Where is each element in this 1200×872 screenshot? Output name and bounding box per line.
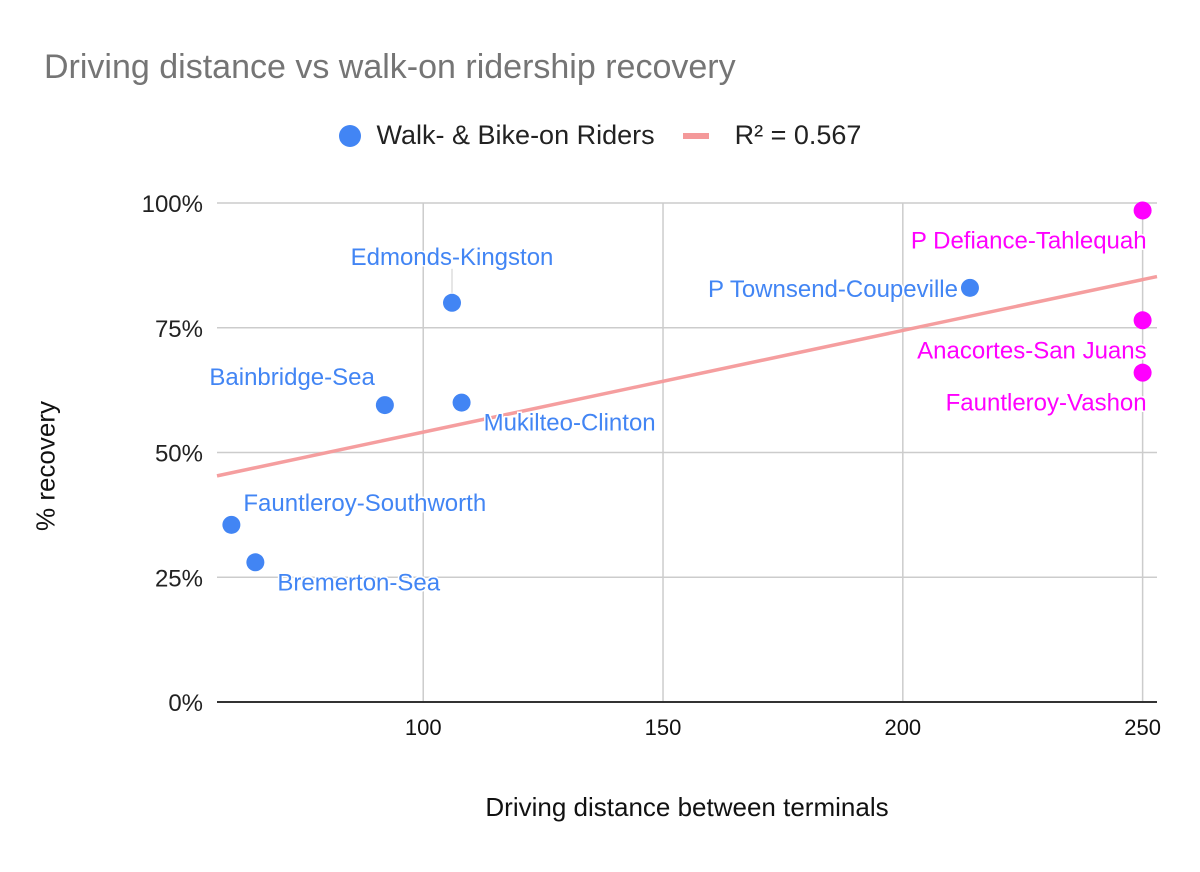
data-label: Fauntleroy-Vashon (946, 390, 1147, 417)
data-label: P Townsend-Coupeville (708, 276, 958, 303)
legend-dot-icon (338, 124, 361, 147)
chart-title: Driving distance vs walk-on ridership re… (44, 48, 736, 86)
data-label: Mukilteo-Clinton (484, 410, 656, 437)
data-point (443, 293, 461, 312)
data-label: Bainbridge-Sea (209, 364, 375, 391)
y-tick-label: 25% (155, 565, 203, 592)
y-tick-label: 100% (142, 191, 203, 218)
data-point (960, 278, 979, 297)
legend: Walk- & Bike-on Riders R² = 0.567 (0, 120, 1200, 151)
data-label: P Defiance-Tahlequah (911, 227, 1147, 254)
y-axis-title: % recovery (30, 400, 61, 532)
legend-item-riders[interactable]: Walk- & Bike-on Riders (338, 120, 655, 151)
y-tick-label: 0% (168, 690, 203, 717)
data-label: Anacortes-San Juans (917, 337, 1146, 364)
data-point (1133, 311, 1152, 330)
data-label: Edmonds-Kingston (351, 244, 554, 271)
data-point (222, 515, 241, 534)
legend-label-riders: Walk- & Bike-on Riders (376, 120, 655, 150)
x-axis-title: Driving distance between terminals (485, 792, 889, 822)
data-point (1133, 363, 1152, 382)
data-label: Bremerton-Sea (277, 569, 440, 596)
y-tick-label: 50% (155, 441, 203, 468)
x-tick-label: 100 (405, 715, 442, 740)
legend-line-icon (682, 132, 709, 139)
legend-label-trendline: R² = 0.567 (734, 120, 862, 150)
data-label: Fauntleroy-Southworth (243, 490, 486, 517)
x-tick-label: 200 (884, 715, 921, 740)
y-tick-label: 75% (155, 316, 203, 343)
data-point (1133, 201, 1152, 220)
x-tick-label: 250 (1124, 715, 1161, 740)
data-point (452, 393, 471, 412)
legend-item-trendline[interactable]: R² = 0.567 (682, 120, 862, 151)
data-point (246, 553, 265, 572)
x-tick-label: 150 (645, 715, 682, 740)
trendline (216, 274, 1158, 478)
data-point (375, 396, 394, 415)
